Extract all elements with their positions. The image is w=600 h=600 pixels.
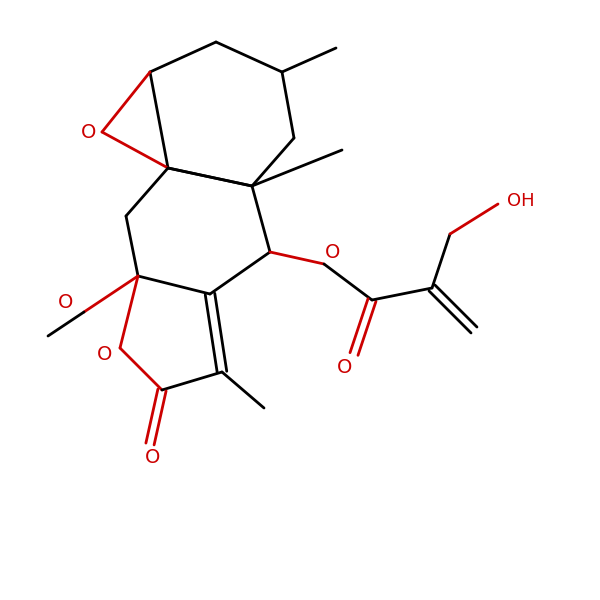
Text: O: O: [337, 358, 353, 377]
Text: O: O: [325, 242, 341, 262]
Text: O: O: [145, 448, 161, 467]
Text: O: O: [58, 293, 74, 313]
Text: O: O: [97, 344, 113, 364]
Text: OH: OH: [507, 192, 535, 210]
Text: O: O: [81, 122, 97, 142]
